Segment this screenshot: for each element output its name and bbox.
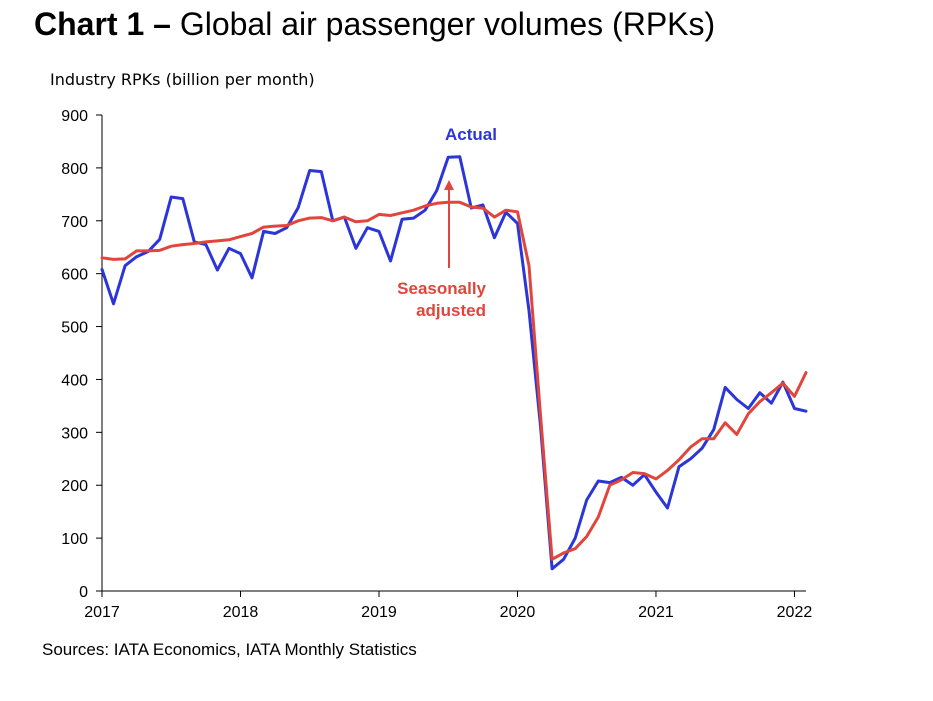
x-tick-label: 2017 (84, 604, 120, 621)
axes: 0 100 200 300 400 500 600 700 800 900 2017 2018 2019… (61, 108, 812, 621)
chart-title: Chart 1 – Global air passenger volumes (… (34, 6, 715, 43)
series-line-actual (100, 155, 808, 571)
y-tick-label: 500 (61, 320, 88, 337)
source-note: Sources: IATA Economics, IATA Monthly St… (42, 640, 417, 659)
title-prefix: Chart 1 – (34, 6, 171, 42)
y-tick-label: 600 (61, 267, 88, 284)
y-axis-label: Industry RPKs (billion per month) (50, 70, 315, 89)
annotation-actual: Actual (445, 125, 497, 144)
series-line-seasonally-adjusted (100, 200, 808, 561)
y-tick-label: 100 (61, 531, 88, 548)
y-tick-label: 300 (61, 425, 88, 442)
x-tick-label: 2019 (361, 604, 397, 621)
series-lines (100, 155, 808, 571)
x-tick-label: 2020 (500, 604, 536, 621)
y-tick-label: 700 (61, 214, 88, 231)
y-tick-label: 400 (61, 372, 88, 389)
title-text: Global air passenger volumes (RPKs) (170, 6, 716, 42)
y-tick-label: 800 (61, 161, 88, 178)
y-tick-label: 900 (61, 108, 88, 125)
x-tick-label: 2018 (223, 604, 259, 621)
annotation-seasonally: Seasonally (397, 279, 486, 298)
y-tick-label: 0 (79, 584, 88, 601)
x-tick-label: 2021 (638, 604, 674, 621)
annotation-arrow-head (444, 180, 454, 190)
x-tick-label: 2022 (777, 604, 813, 621)
annotation-adjusted: adjusted (416, 301, 486, 320)
y-tick-label: 200 (61, 478, 88, 495)
annotations: Actual Seasonally adjusted (397, 125, 497, 320)
